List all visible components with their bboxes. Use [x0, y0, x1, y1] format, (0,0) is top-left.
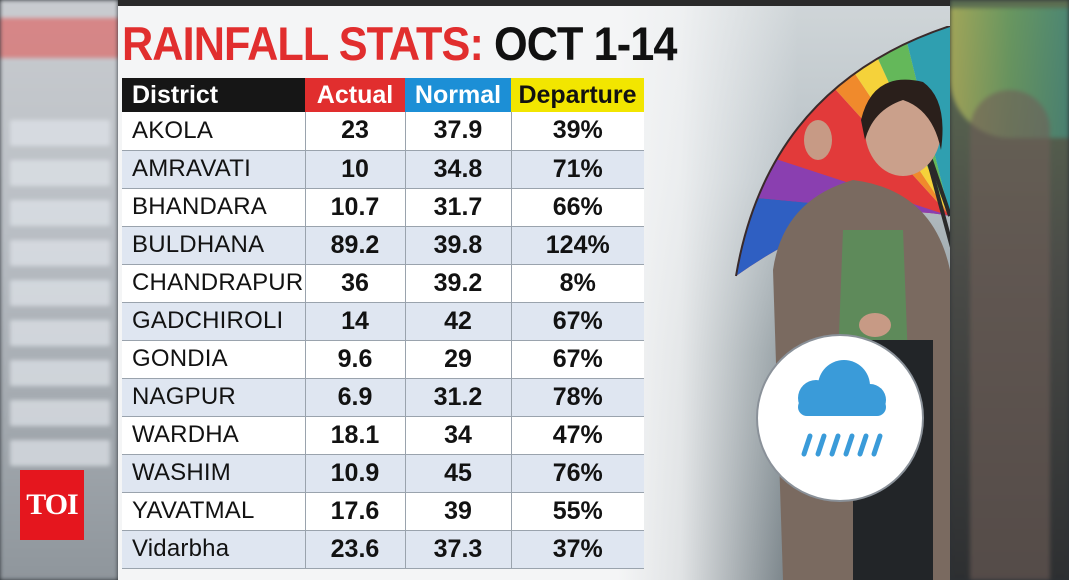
top-border — [118, 0, 950, 6]
toi-logo[interactable]: TOI — [20, 470, 84, 540]
cell-departure: 78% — [511, 378, 644, 417]
blurred-row-ghost — [10, 120, 110, 146]
blurred-row-ghost — [10, 200, 110, 226]
cell-normal: 34.8 — [405, 150, 512, 189]
cell-district: WASHIM — [122, 454, 306, 493]
cell-normal: 29 — [405, 340, 512, 379]
blurred-row-ghost — [10, 400, 110, 426]
cell-district: GADCHIROLI — [122, 302, 306, 341]
cell-normal: 39.8 — [405, 226, 512, 265]
cell-district: Vidarbha — [122, 530, 306, 569]
cell-normal: 39 — [405, 492, 512, 531]
cell-departure: 67% — [511, 340, 644, 379]
cell-actual: 17.6 — [305, 492, 406, 531]
table-row: GADCHIROLI 14 42 67% — [122, 302, 644, 341]
cell-normal: 39.2 — [405, 264, 512, 303]
cell-district: AMRAVATI — [122, 150, 306, 189]
cell-actual: 23.6 — [305, 530, 406, 569]
toi-logo-text: TOI — [26, 488, 78, 521]
cell-actual: 89.2 — [305, 226, 406, 265]
cell-normal: 31.2 — [405, 378, 512, 417]
table-row: AMRAVATI 10 34.8 71% — [122, 150, 644, 189]
cell-district: BULDHANA — [122, 226, 306, 265]
table-row: AKOLA 23 37.9 39% — [122, 112, 644, 151]
rain-cloud-icon — [798, 360, 886, 457]
rainfall-table: District Actual Normal Departure AKOLA 2… — [122, 78, 644, 569]
cell-district: CHANDRAPUR — [122, 264, 306, 303]
cell-district: AKOLA — [122, 112, 306, 151]
blurred-row-ghost — [10, 160, 110, 186]
table-row: YAVATMAL 17.6 39 55% — [122, 492, 644, 531]
table-row: WARDHA 18.1 34 47% — [122, 416, 644, 455]
table-row-total: Vidarbha 23.6 37.3 37% — [122, 530, 644, 569]
table-row: WASHIM 10.9 45 76% — [122, 454, 644, 493]
infographic-title: RAINFALL STATS: OCT 1-14 — [122, 16, 677, 72]
cell-normal: 37.9 — [405, 112, 512, 151]
cell-departure: 67% — [511, 302, 644, 341]
cell-actual: 6.9 — [305, 378, 406, 417]
blurred-row-ghost — [10, 240, 110, 266]
cell-departure: 55% — [511, 492, 644, 531]
table-row: BULDHANA 89.2 39.8 124% — [122, 226, 644, 265]
cell-district: GONDIA — [122, 340, 306, 379]
blurred-background-left — [0, 0, 118, 580]
cell-actual: 14 — [305, 302, 406, 341]
cell-departure: 66% — [511, 188, 644, 227]
column-header-actual: Actual — [305, 78, 405, 112]
cell-actual: 9.6 — [305, 340, 406, 379]
column-header-district: District — [122, 78, 305, 112]
blurred-row-ghost — [10, 280, 110, 306]
title-rainfall-stats: RAINFALL STATS: — [122, 17, 484, 70]
cell-normal: 45 — [405, 454, 512, 493]
blurred-row-ghost — [10, 440, 110, 466]
cell-actual: 23 — [305, 112, 406, 151]
column-header-departure: Departure — [511, 78, 644, 112]
blurred-person-ghost — [970, 90, 1050, 580]
cell-actual: 36 — [305, 264, 406, 303]
cell-actual: 18.1 — [305, 416, 406, 455]
cell-departure: 8% — [511, 264, 644, 303]
cell-departure: 47% — [511, 416, 644, 455]
rain-badge — [756, 334, 924, 502]
cell-departure: 71% — [511, 150, 644, 189]
cell-actual: 10.9 — [305, 454, 406, 493]
column-header-normal: Normal — [405, 78, 511, 112]
blurred-background-right — [950, 0, 1069, 580]
cell-departure: 37% — [511, 530, 644, 569]
cell-normal: 37.3 — [405, 530, 512, 569]
rainfall-infographic: RAINFALL STATS: OCT 1-14 District Actual… — [118, 0, 950, 580]
title-date-range: OCT 1-14 — [494, 17, 677, 70]
table-row: CHANDRAPUR 36 39.2 8% — [122, 264, 644, 303]
woman-with-umbrella-photo — [773, 79, 950, 580]
cell-district: WARDHA — [122, 416, 306, 455]
cell-normal: 42 — [405, 302, 512, 341]
cell-district: NAGPUR — [122, 378, 306, 417]
cell-normal: 34 — [405, 416, 512, 455]
cell-district: BHANDARA — [122, 188, 306, 227]
cell-actual: 10.7 — [305, 188, 406, 227]
table-row: GONDIA 9.6 29 67% — [122, 340, 644, 379]
photo-fade — [618, 6, 798, 580]
cell-actual: 10 — [305, 150, 406, 189]
cell-district: YAVATMAL — [122, 492, 306, 531]
blurred-row-ghost — [10, 360, 110, 386]
cell-normal: 31.7 — [405, 188, 512, 227]
blurred-title-ghost — [0, 18, 118, 58]
cell-departure: 76% — [511, 454, 644, 493]
table-header-row: District Actual Normal Departure — [122, 78, 644, 112]
cell-departure: 39% — [511, 112, 644, 151]
table-row: BHANDARA 10.7 31.7 66% — [122, 188, 644, 227]
table-row: NAGPUR 6.9 31.2 78% — [122, 378, 644, 417]
cell-departure: 124% — [511, 226, 644, 265]
blurred-row-ghost — [10, 320, 110, 346]
